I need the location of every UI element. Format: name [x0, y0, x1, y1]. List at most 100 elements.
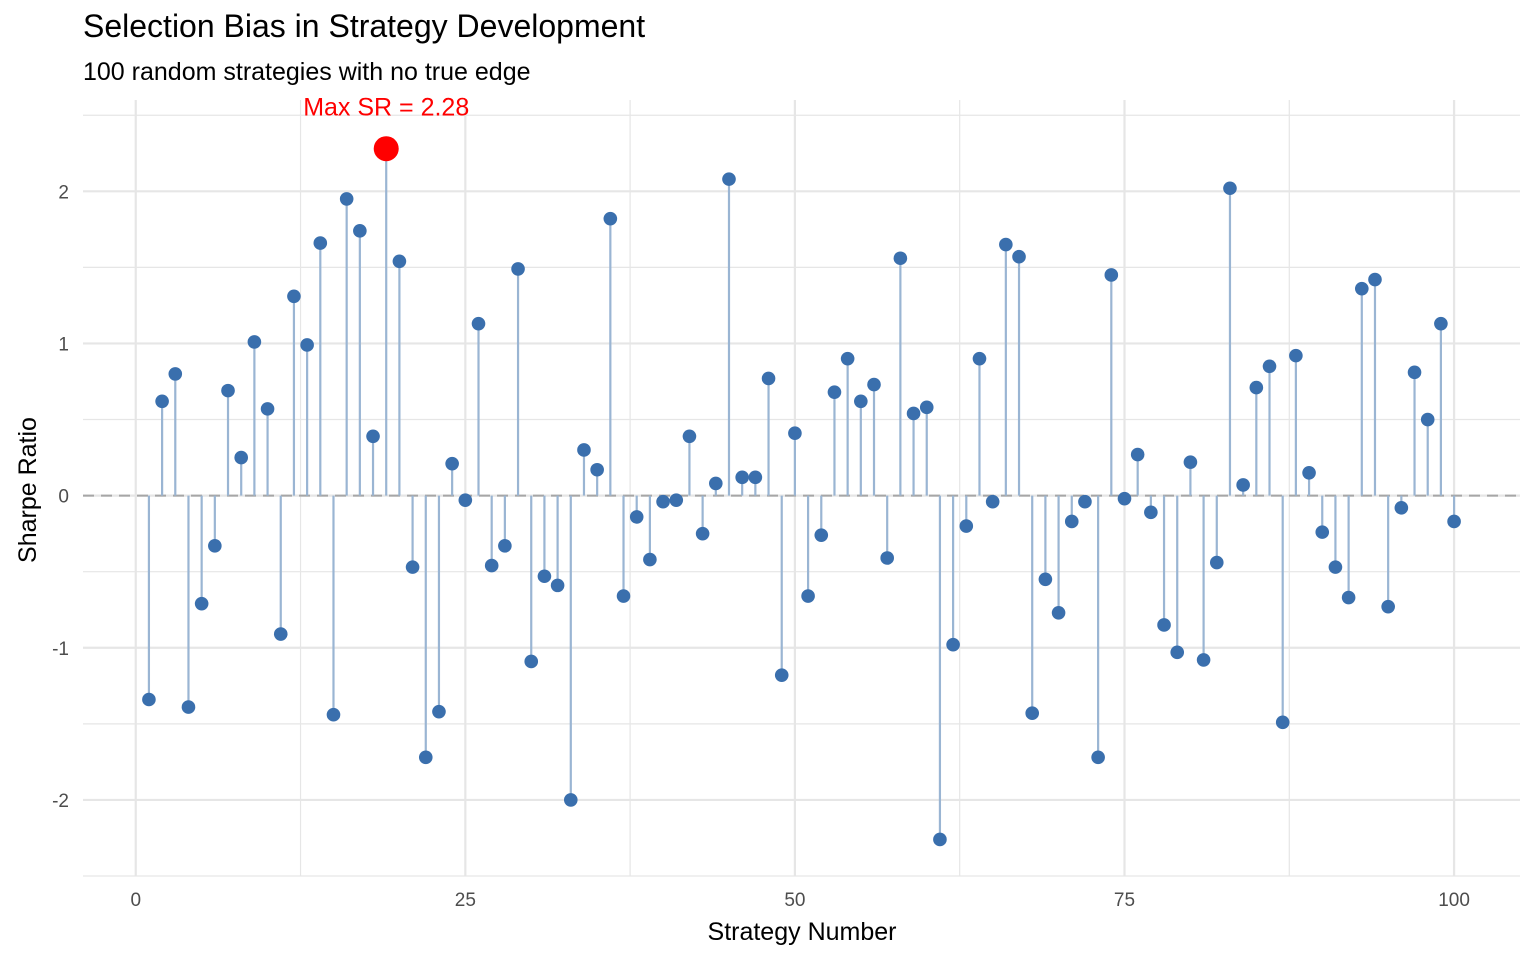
point-87 — [1275, 715, 1290, 730]
point-69 — [1038, 572, 1053, 587]
point-24 — [445, 456, 459, 471]
point-91 — [1328, 560, 1343, 574]
point-96 — [1394, 500, 1409, 515]
point-80 — [1183, 455, 1198, 469]
point-93 — [1354, 281, 1369, 296]
point-36 — [603, 211, 618, 226]
x-tick-label: 50 — [784, 890, 805, 911]
y-axis-label: Sharpe Ratio — [14, 417, 42, 563]
point-2 — [155, 394, 169, 409]
point-60 — [919, 400, 934, 415]
point-53 — [827, 385, 842, 399]
point-56 — [867, 377, 881, 392]
point-38 — [629, 510, 644, 524]
points — [142, 136, 1461, 847]
point-49 — [774, 668, 789, 682]
point-3 — [168, 367, 183, 381]
point-74 — [1104, 268, 1119, 282]
point-73 — [1091, 750, 1105, 765]
point-17 — [353, 224, 367, 238]
point-98 — [1420, 412, 1435, 427]
grid-minor-lines — [83, 100, 1520, 877]
point-27 — [484, 558, 499, 573]
point-54 — [840, 351, 855, 366]
point-40 — [656, 494, 670, 509]
y-tick-label: 0 — [58, 487, 69, 508]
y-tick-label: -1 — [52, 639, 69, 660]
point-97 — [1407, 365, 1422, 380]
point-92 — [1341, 590, 1356, 605]
point-65 — [985, 494, 1000, 509]
point-43 — [695, 526, 710, 541]
point-90 — [1315, 525, 1330, 539]
point-10 — [260, 402, 275, 416]
point-34 — [577, 443, 591, 457]
point-94 — [1368, 272, 1382, 287]
point-66 — [999, 237, 1013, 252]
point-51 — [801, 589, 815, 603]
point-41 — [669, 493, 684, 507]
point-20 — [392, 254, 407, 269]
point-85 — [1249, 380, 1264, 395]
point-30 — [524, 654, 539, 669]
point-75 — [1117, 491, 1132, 506]
x-tick-labels: 0 25 50 75 100 — [130, 890, 1469, 911]
point-33 — [563, 793, 578, 807]
point-88 — [1289, 348, 1303, 363]
y-tick-label: 1 — [58, 334, 69, 355]
point-42 — [682, 429, 697, 444]
point-15 — [326, 707, 341, 722]
point-95 — [1381, 599, 1395, 614]
point-81 — [1196, 653, 1211, 667]
x-tick-label: 0 — [130, 890, 141, 911]
point-50 — [788, 426, 802, 441]
point-67 — [1012, 249, 1026, 264]
max-point — [373, 136, 399, 162]
point-58 — [893, 251, 908, 266]
point-59 — [906, 406, 921, 421]
point-79 — [1170, 645, 1185, 660]
point-52 — [814, 528, 829, 542]
point-89 — [1302, 465, 1316, 480]
point-31 — [537, 569, 552, 584]
point-68 — [1025, 706, 1040, 720]
point-28 — [498, 539, 512, 553]
x-tick-label: 25 — [455, 890, 476, 911]
point-45 — [722, 172, 736, 186]
chart-subtitle: 100 random strategies with no true edge — [83, 58, 531, 86]
point-86 — [1262, 359, 1277, 374]
chart-title: Selection Bias in Strategy Development — [83, 8, 646, 44]
point-61 — [933, 832, 947, 847]
point-82 — [1209, 555, 1224, 570]
point-99 — [1434, 316, 1448, 331]
point-83 — [1223, 181, 1237, 196]
point-72 — [1078, 494, 1092, 509]
point-39 — [643, 552, 657, 567]
point-26 — [471, 316, 486, 331]
point-64 — [972, 351, 987, 366]
point-32 — [550, 578, 565, 593]
point-84 — [1236, 478, 1250, 492]
point-11 — [273, 627, 288, 641]
y-tick-label: -2 — [52, 791, 69, 812]
point-48 — [761, 371, 776, 386]
point-46 — [735, 470, 749, 485]
point-8 — [234, 450, 249, 465]
point-4 — [181, 700, 196, 714]
point-63 — [959, 519, 974, 533]
point-35 — [590, 462, 604, 477]
point-12 — [287, 289, 301, 304]
y-tick-labels: -2 -1 0 1 2 — [52, 182, 69, 812]
point-1 — [142, 692, 156, 707]
point-55 — [854, 394, 868, 409]
point-13 — [300, 338, 314, 352]
point-9 — [247, 335, 262, 349]
point-22 — [418, 750, 433, 765]
point-6 — [208, 539, 222, 553]
point-29 — [511, 262, 525, 276]
point-76 — [1130, 447, 1145, 462]
point-18 — [366, 429, 380, 444]
x-tick-label: 100 — [1438, 890, 1470, 911]
point-21 — [405, 560, 420, 574]
